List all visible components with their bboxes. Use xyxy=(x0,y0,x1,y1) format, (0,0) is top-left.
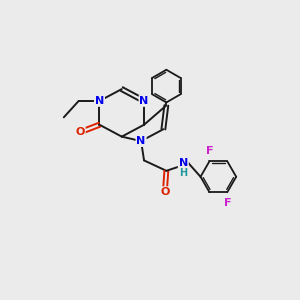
Text: F: F xyxy=(206,146,213,156)
Text: O: O xyxy=(160,187,170,197)
Text: N: N xyxy=(179,158,188,168)
Text: N: N xyxy=(140,96,149,106)
Text: H: H xyxy=(179,168,188,178)
Text: O: O xyxy=(76,127,85,137)
Text: F: F xyxy=(224,198,231,208)
Text: N: N xyxy=(136,136,146,146)
Text: N: N xyxy=(95,96,104,106)
